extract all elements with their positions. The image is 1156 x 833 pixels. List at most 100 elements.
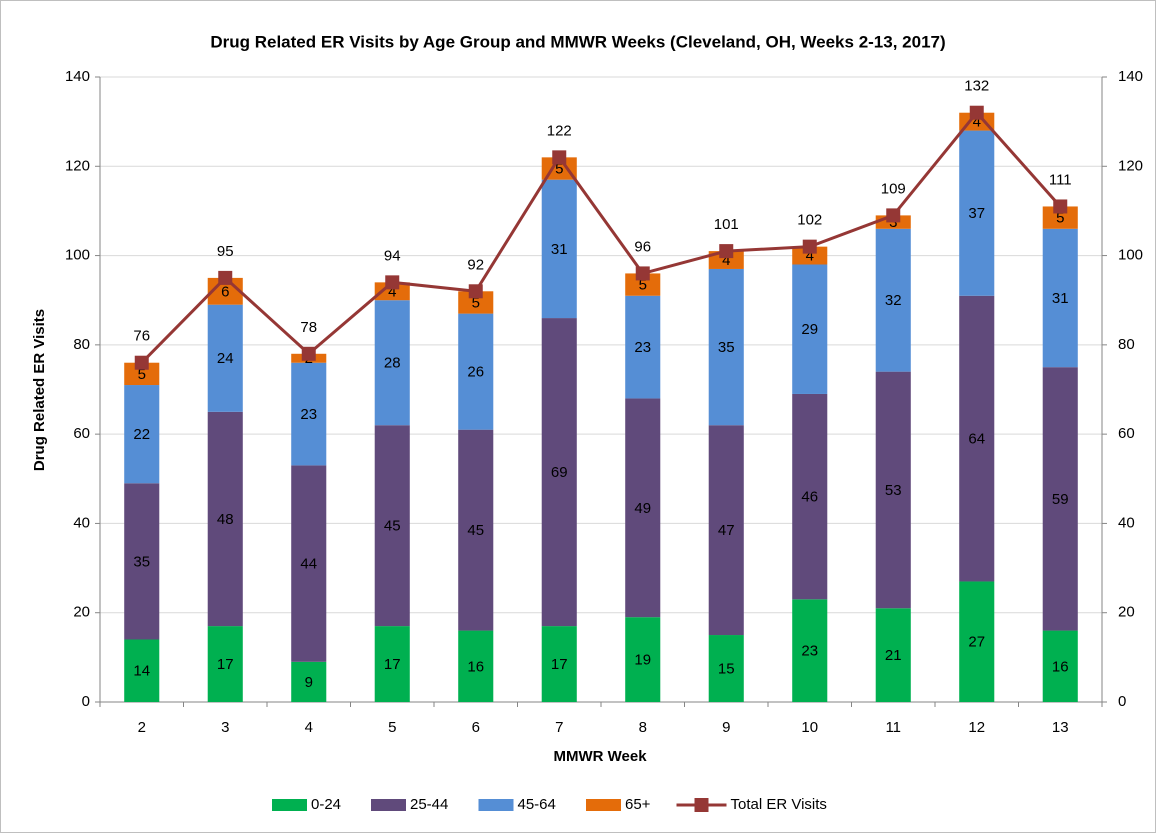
bar-segment bbox=[959, 581, 995, 702]
bar-segment bbox=[875, 608, 911, 702]
y2-tick-label: 140 bbox=[1118, 68, 1143, 85]
data-label: 92 bbox=[467, 256, 484, 273]
y-tick-label: 40 bbox=[73, 514, 90, 531]
y2-tick-label: 120 bbox=[1118, 157, 1143, 174]
bar-segment bbox=[374, 626, 410, 702]
x-tick-label: 12 bbox=[968, 719, 985, 736]
data-label: 17 bbox=[551, 656, 568, 673]
data-label: 17 bbox=[384, 656, 401, 673]
data-label: 14 bbox=[133, 663, 150, 680]
data-label: 101 bbox=[714, 216, 739, 233]
data-label: 53 bbox=[885, 482, 902, 499]
data-label: 111 bbox=[1049, 171, 1072, 188]
chart-title: Drug Related ER Visits by Age Group and … bbox=[210, 32, 945, 51]
data-label: 6 bbox=[221, 283, 229, 300]
data-label: 16 bbox=[467, 658, 484, 675]
y2-tick-label: 40 bbox=[1118, 514, 1135, 531]
bar-segment bbox=[1042, 206, 1078, 229]
data-label: 27 bbox=[968, 634, 985, 651]
y2-tick-label: 20 bbox=[1118, 604, 1135, 621]
data-label: 96 bbox=[634, 238, 651, 255]
data-label: 5 bbox=[1056, 210, 1064, 227]
x-tick-label: 7 bbox=[555, 719, 563, 736]
x-tick-label: 6 bbox=[472, 719, 480, 736]
bar-segment bbox=[708, 635, 744, 702]
bar-segment bbox=[708, 251, 744, 269]
bar-segment bbox=[291, 465, 327, 662]
data-label: 16 bbox=[1052, 658, 1069, 675]
bar-segment bbox=[708, 268, 744, 426]
bar-segment bbox=[792, 246, 828, 265]
data-label: 23 bbox=[801, 643, 818, 660]
data-label: 23 bbox=[300, 406, 317, 423]
data-label: 19 bbox=[634, 652, 651, 669]
line-marker bbox=[969, 105, 984, 120]
line-marker bbox=[385, 275, 400, 290]
bar-segment bbox=[374, 425, 410, 627]
data-label: 122 bbox=[547, 122, 572, 139]
data-label: 3 bbox=[889, 214, 897, 231]
bar-segment bbox=[625, 295, 661, 399]
legend-swatch bbox=[478, 799, 514, 811]
bar-segment bbox=[374, 300, 410, 426]
x-axis-label: MMWR Week bbox=[553, 748, 647, 765]
line-marker bbox=[134, 355, 149, 370]
line-marker bbox=[1053, 199, 1068, 214]
legend-label: 45-64 bbox=[518, 796, 556, 813]
x-tick-label: 4 bbox=[305, 719, 313, 736]
bar-segment bbox=[541, 626, 577, 702]
bar-segment bbox=[875, 371, 911, 609]
bar-segment bbox=[1042, 228, 1078, 368]
bar-segment bbox=[541, 179, 577, 319]
line-marker bbox=[802, 239, 817, 254]
line-marker bbox=[301, 346, 316, 361]
data-label: 76 bbox=[133, 328, 150, 345]
bar-segment bbox=[875, 228, 911, 372]
y-tick-label: 60 bbox=[73, 425, 90, 442]
x-tick-label: 11 bbox=[885, 719, 901, 736]
bar-segment bbox=[124, 362, 160, 386]
y2-tick-label: 60 bbox=[1118, 425, 1135, 442]
data-label: 44 bbox=[300, 556, 317, 573]
data-label: 102 bbox=[797, 212, 822, 229]
legend-label: 25-44 bbox=[410, 796, 448, 813]
bar-segment bbox=[124, 639, 160, 702]
data-label: 5 bbox=[138, 366, 146, 383]
bar-segment bbox=[124, 483, 160, 640]
y2-tick-label: 0 bbox=[1118, 693, 1126, 710]
data-label: 28 bbox=[384, 355, 401, 372]
x-tick-label: 2 bbox=[138, 719, 146, 736]
data-label: 37 bbox=[968, 205, 985, 222]
bar-segment bbox=[458, 313, 494, 430]
bar-segment bbox=[207, 411, 243, 627]
y2-tick-label: 80 bbox=[1118, 336, 1135, 353]
legend-swatch bbox=[272, 799, 307, 811]
y-axis-label: Drug Related ER Visits bbox=[31, 309, 48, 471]
data-label: 32 bbox=[885, 292, 902, 309]
x-tick-label: 10 bbox=[801, 719, 818, 736]
bar-segment bbox=[291, 362, 327, 466]
y-tick-label: 100 bbox=[65, 247, 90, 264]
data-label: 4 bbox=[388, 283, 396, 300]
data-label: 69 bbox=[551, 464, 568, 481]
data-label: 23 bbox=[634, 339, 651, 356]
y-tick-label: 20 bbox=[73, 604, 90, 621]
line-marker bbox=[552, 150, 567, 165]
data-label: 26 bbox=[467, 364, 484, 381]
y2-tick-label: 100 bbox=[1118, 247, 1143, 264]
data-label: 15 bbox=[718, 660, 735, 677]
legend-swatch bbox=[694, 798, 709, 812]
bar-segment bbox=[458, 630, 494, 702]
legend-label: Total ER Visits bbox=[731, 796, 827, 813]
x-tick-label: 5 bbox=[388, 719, 396, 736]
line-marker bbox=[468, 284, 483, 299]
data-label: 59 bbox=[1052, 491, 1069, 508]
data-label: 24 bbox=[217, 350, 234, 367]
bar-segment bbox=[792, 599, 828, 702]
data-label: 95 bbox=[217, 243, 234, 260]
y-tick-label: 120 bbox=[65, 157, 90, 174]
data-label: 4 bbox=[973, 114, 981, 131]
data-label: 5 bbox=[472, 294, 480, 311]
legend-label: 65+ bbox=[625, 796, 651, 813]
data-label: 78 bbox=[300, 319, 317, 336]
